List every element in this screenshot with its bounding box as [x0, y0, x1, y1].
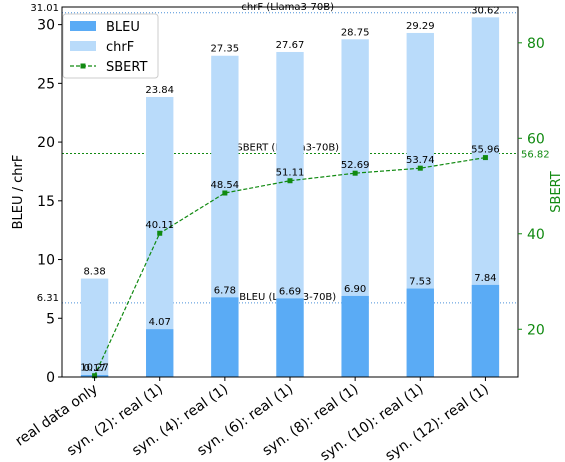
data-label-sbert-1: 40.11 [145, 220, 174, 231]
data-label-chrf-4: 28.75 [341, 27, 370, 38]
point-sbert-2 [222, 190, 228, 196]
legend-swatch-chrf [70, 41, 96, 51]
point-sbert-4 [352, 170, 358, 176]
data-label-chrf-0: 8.38 [83, 267, 105, 278]
ref-line-value-1: 56.82 [521, 149, 550, 160]
ref-line-value-0: 31.01 [30, 3, 59, 14]
data-label-sbert-3: 51.11 [276, 168, 305, 179]
data-label-bleu-6: 7.84 [474, 273, 496, 284]
y2-tick-label-0: 20 [527, 322, 545, 338]
data-label-bleu-2: 6.78 [214, 285, 236, 296]
data-label-bleu-0: 0.17 [83, 363, 105, 374]
y-tick-label-1: 5 [46, 311, 55, 327]
point-sbert-0 [92, 373, 98, 379]
ref-line-value-2: 6.31 [37, 293, 59, 304]
bar-bleu-6 [471, 284, 500, 377]
y2-tick-label-1: 40 [527, 227, 545, 243]
data-label-chrf-1: 23.84 [145, 85, 174, 96]
y2-tick-label-3: 80 [527, 36, 545, 52]
data-label-sbert-0: 10.27 [80, 363, 109, 374]
legend-swatch-sbert-marker [80, 63, 86, 69]
y-tick-label-0: 0 [46, 370, 55, 386]
data-label-chrf-2: 27.35 [211, 44, 240, 55]
data-label-chrf-5: 29.29 [406, 21, 435, 32]
legend-label-sbert: SBERT [106, 60, 147, 75]
bar-bleu-1 [146, 329, 174, 377]
data-label-sbert-5: 53.74 [406, 155, 435, 166]
data-label-bleu-5: 7.53 [409, 277, 431, 288]
data-labels-layer: 8.38 23.84 27.35 27.67 28.75 29.29 30.62 0.17 4.… [80, 5, 499, 374]
legend-swatch-bleu [70, 21, 96, 31]
bar-bleu-4 [341, 295, 369, 377]
y-tick-label-3: 15 [37, 194, 55, 210]
y-tick-label-4: 20 [37, 135, 55, 151]
bar-bleu-2 [211, 297, 239, 377]
point-sbert-3 [287, 178, 293, 184]
legend-label-bleu: BLEU [106, 20, 140, 35]
point-sbert-5 [417, 165, 423, 171]
line-layer [92, 155, 488, 379]
data-label-sbert-4: 52.69 [341, 160, 370, 171]
point-sbert-6 [482, 155, 488, 161]
right-axis: 20 40 60 80 [518, 36, 545, 338]
point-sbert-1 [157, 230, 163, 236]
y-axis-title: BLEU / chrF [11, 155, 26, 230]
bars-layer [80, 17, 500, 378]
bar-bleu-5 [406, 288, 434, 377]
legend-label-chrf: chrF [106, 40, 134, 55]
bar-bleu-3 [276, 298, 304, 377]
y-tick-label-2: 10 [37, 253, 55, 269]
y-tick-label-6: 30 [37, 18, 55, 34]
legend: BLEU chrF SBERT [62, 13, 159, 79]
data-label-bleu-1: 4.07 [149, 317, 171, 328]
y2-tick-label-2: 60 [527, 131, 545, 147]
y2-axis-title: SBERT [549, 171, 564, 212]
data-label-chrf-3: 27.67 [276, 40, 305, 51]
bar-chrf-0 [80, 278, 109, 377]
data-label-sbert-2: 48.54 [211, 180, 240, 191]
data-label-chrf-6: 30.62 [471, 5, 500, 16]
data-label-sbert-6: 55.96 [471, 145, 500, 156]
left-axis: 0 5 10 15 20 25 30 [37, 18, 62, 386]
y-tick-label-5: 25 [37, 76, 55, 92]
data-label-bleu-4: 6.90 [344, 284, 366, 295]
data-label-bleu-3: 6.69 [279, 286, 301, 297]
